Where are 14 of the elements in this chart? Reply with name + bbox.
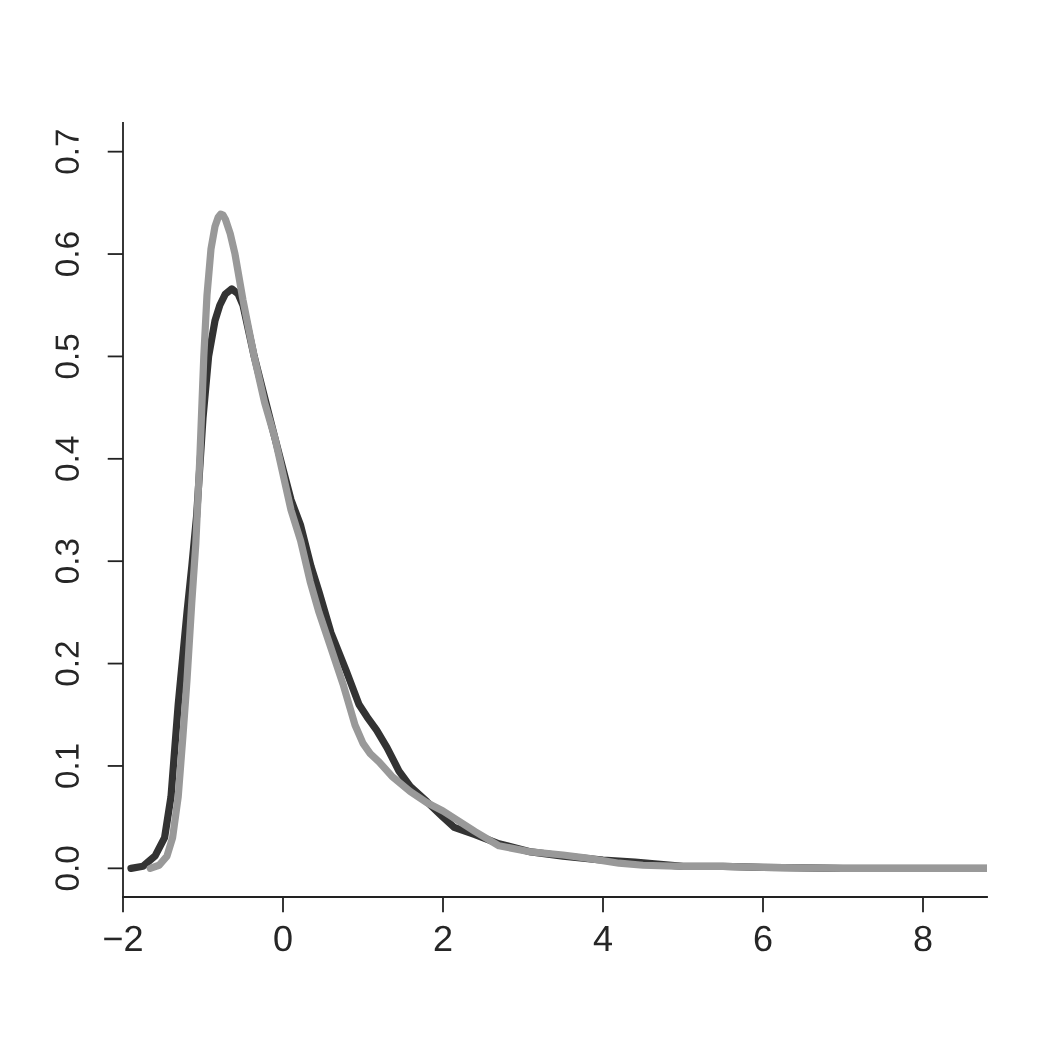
y-tick-label: 0.0: [55, 846, 79, 891]
y-tick-label: 0.7: [55, 130, 79, 174]
y-tick-label: 0.5: [55, 334, 79, 379]
y-tick-label: 0.6: [55, 232, 79, 276]
x-tick-label: 8: [914, 925, 932, 952]
x-tick-label: 2: [434, 925, 452, 951]
x-tick-label: 6: [754, 925, 772, 952]
y-tick-label: 0.2: [55, 642, 79, 686]
x-tick-label: −2: [104, 925, 142, 951]
y-tick-label: 0.1: [55, 744, 79, 788]
x-tick-label: 4: [593, 926, 612, 951]
y-tick-label: 0.4: [55, 436, 79, 481]
x-tick-label: 0: [274, 925, 292, 952]
y-tick-label: 0.3: [55, 539, 79, 584]
